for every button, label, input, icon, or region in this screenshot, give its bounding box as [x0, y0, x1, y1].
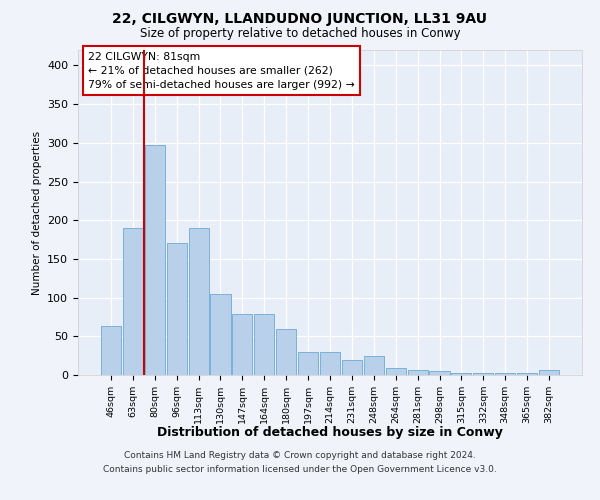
Text: Contains HM Land Registry data © Crown copyright and database right 2024.: Contains HM Land Registry data © Crown c…	[124, 450, 476, 460]
Bar	[473, 372, 493, 375]
Bar	[167, 244, 187, 375]
X-axis label: Distribution of detached houses by size in Conwy: Distribution of detached houses by size …	[157, 426, 503, 439]
Bar	[364, 356, 384, 375]
Text: 22, CILGWYN, LLANDUDNO JUNCTION, LL31 9AU: 22, CILGWYN, LLANDUDNO JUNCTION, LL31 9A…	[113, 12, 487, 26]
Y-axis label: Number of detached properties: Number of detached properties	[32, 130, 41, 294]
Bar	[298, 352, 318, 375]
Bar	[211, 294, 230, 375]
Bar	[320, 352, 340, 375]
Bar	[517, 374, 537, 375]
Bar	[430, 371, 449, 375]
Bar	[451, 372, 472, 375]
Bar	[495, 372, 515, 375]
Text: Size of property relative to detached houses in Conwy: Size of property relative to detached ho…	[140, 28, 460, 40]
Text: Contains public sector information licensed under the Open Government Licence v3: Contains public sector information licen…	[103, 466, 497, 474]
Bar	[407, 370, 428, 375]
Bar	[145, 145, 165, 375]
Bar	[342, 360, 362, 375]
Bar	[386, 368, 406, 375]
Bar	[188, 228, 209, 375]
Bar	[232, 314, 253, 375]
Bar	[276, 328, 296, 375]
Bar	[539, 370, 559, 375]
Bar	[254, 314, 274, 375]
Bar	[101, 326, 121, 375]
Bar	[123, 228, 143, 375]
Text: 22 CILGWYN: 81sqm
← 21% of detached houses are smaller (262)
79% of semi-detache: 22 CILGWYN: 81sqm ← 21% of detached hous…	[88, 52, 355, 90]
